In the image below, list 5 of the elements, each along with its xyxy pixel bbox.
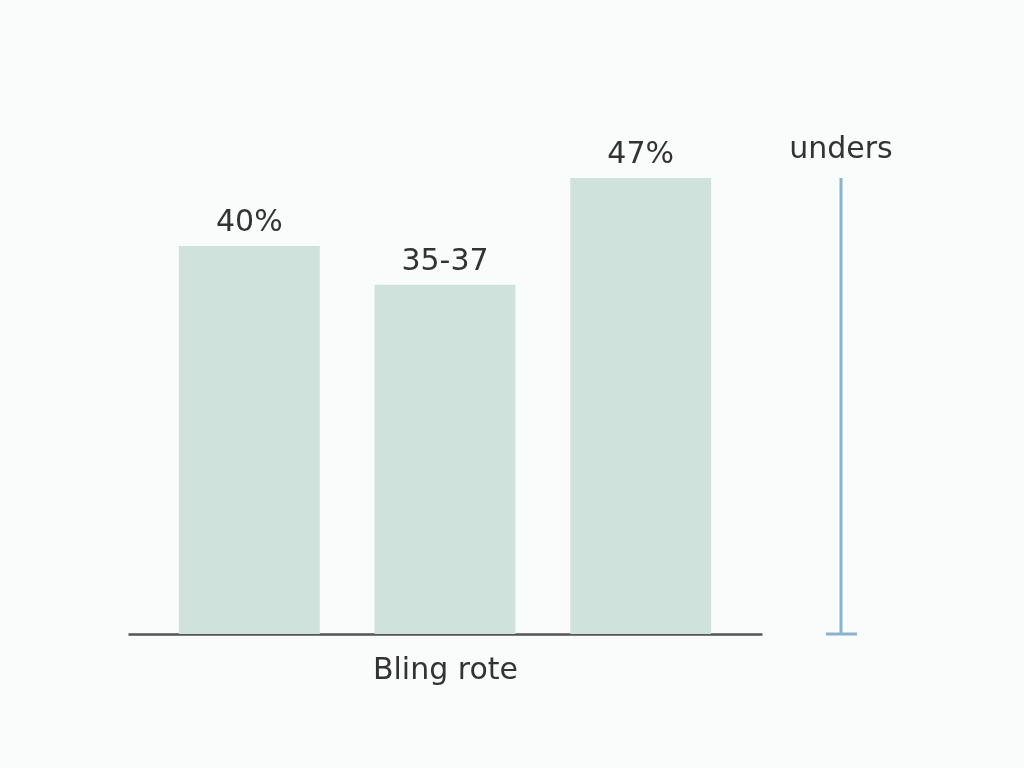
text: unders (788, 130, 894, 165)
x-axis-title: Bling rote (372, 650, 519, 686)
data-label: 47% (607, 135, 675, 170)
data-label: 40% (215, 202, 283, 238)
data-label: 35-37 (401, 241, 489, 277)
